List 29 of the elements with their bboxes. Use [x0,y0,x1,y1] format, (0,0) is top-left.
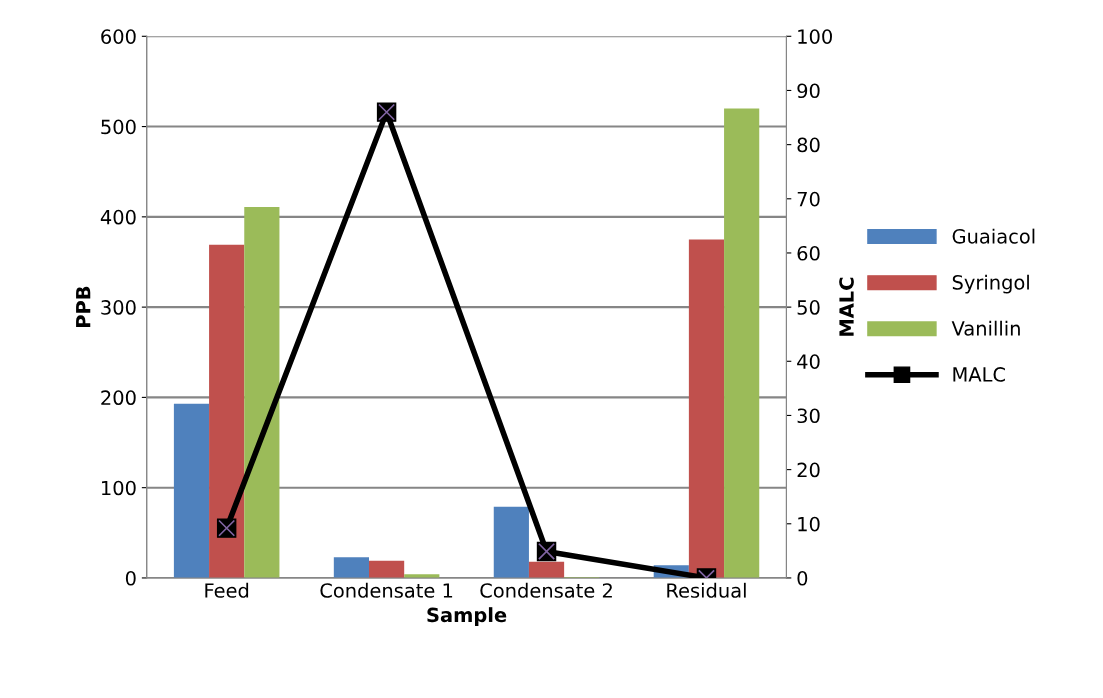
x-tick-label: Condensate 1 [320,582,453,598]
y-tick-label: 0 [125,570,136,586]
x-tick-label: Feed [205,582,249,598]
y2-tick-label: 90 [797,83,820,99]
x-axis-title: Sample [427,607,507,626]
y2-tick-label: 70 [797,191,820,207]
y2-tick-label: 50 [797,300,820,315]
y2-tick-label: 80 [797,137,820,153]
legend-label: Vanillin [951,320,1020,336]
y-axis-title: PPB [76,286,91,327]
y-tick-label: 200 [101,390,136,406]
x-tick-label: Condensate 2 [480,582,612,598]
y-tick-label: 100 [102,480,136,496]
legend-label: Guaiacol [952,228,1035,244]
y2-tick-label: 40 [797,354,820,369]
y2-tick-label: 100 [798,29,832,44]
y2-tick-label: 0 [797,570,808,586]
y-tick-label: 400 [100,209,136,225]
x-tick-label: Residual [667,582,746,598]
y-tick-label: 500 [101,119,136,135]
y2-tick-label: 60 [797,245,820,261]
legend-label: MALC [953,367,1005,382]
y2-tick-label: 10 [798,516,820,532]
y-tick-label: 600 [101,29,136,44]
y2-tick-label: 30 [797,408,820,424]
y2-tick-label: 20 [797,462,820,478]
y-tick-label: 300 [101,300,136,315]
legend-label: Syringol [952,274,1029,294]
y2-axis-title: MALC [839,277,854,336]
